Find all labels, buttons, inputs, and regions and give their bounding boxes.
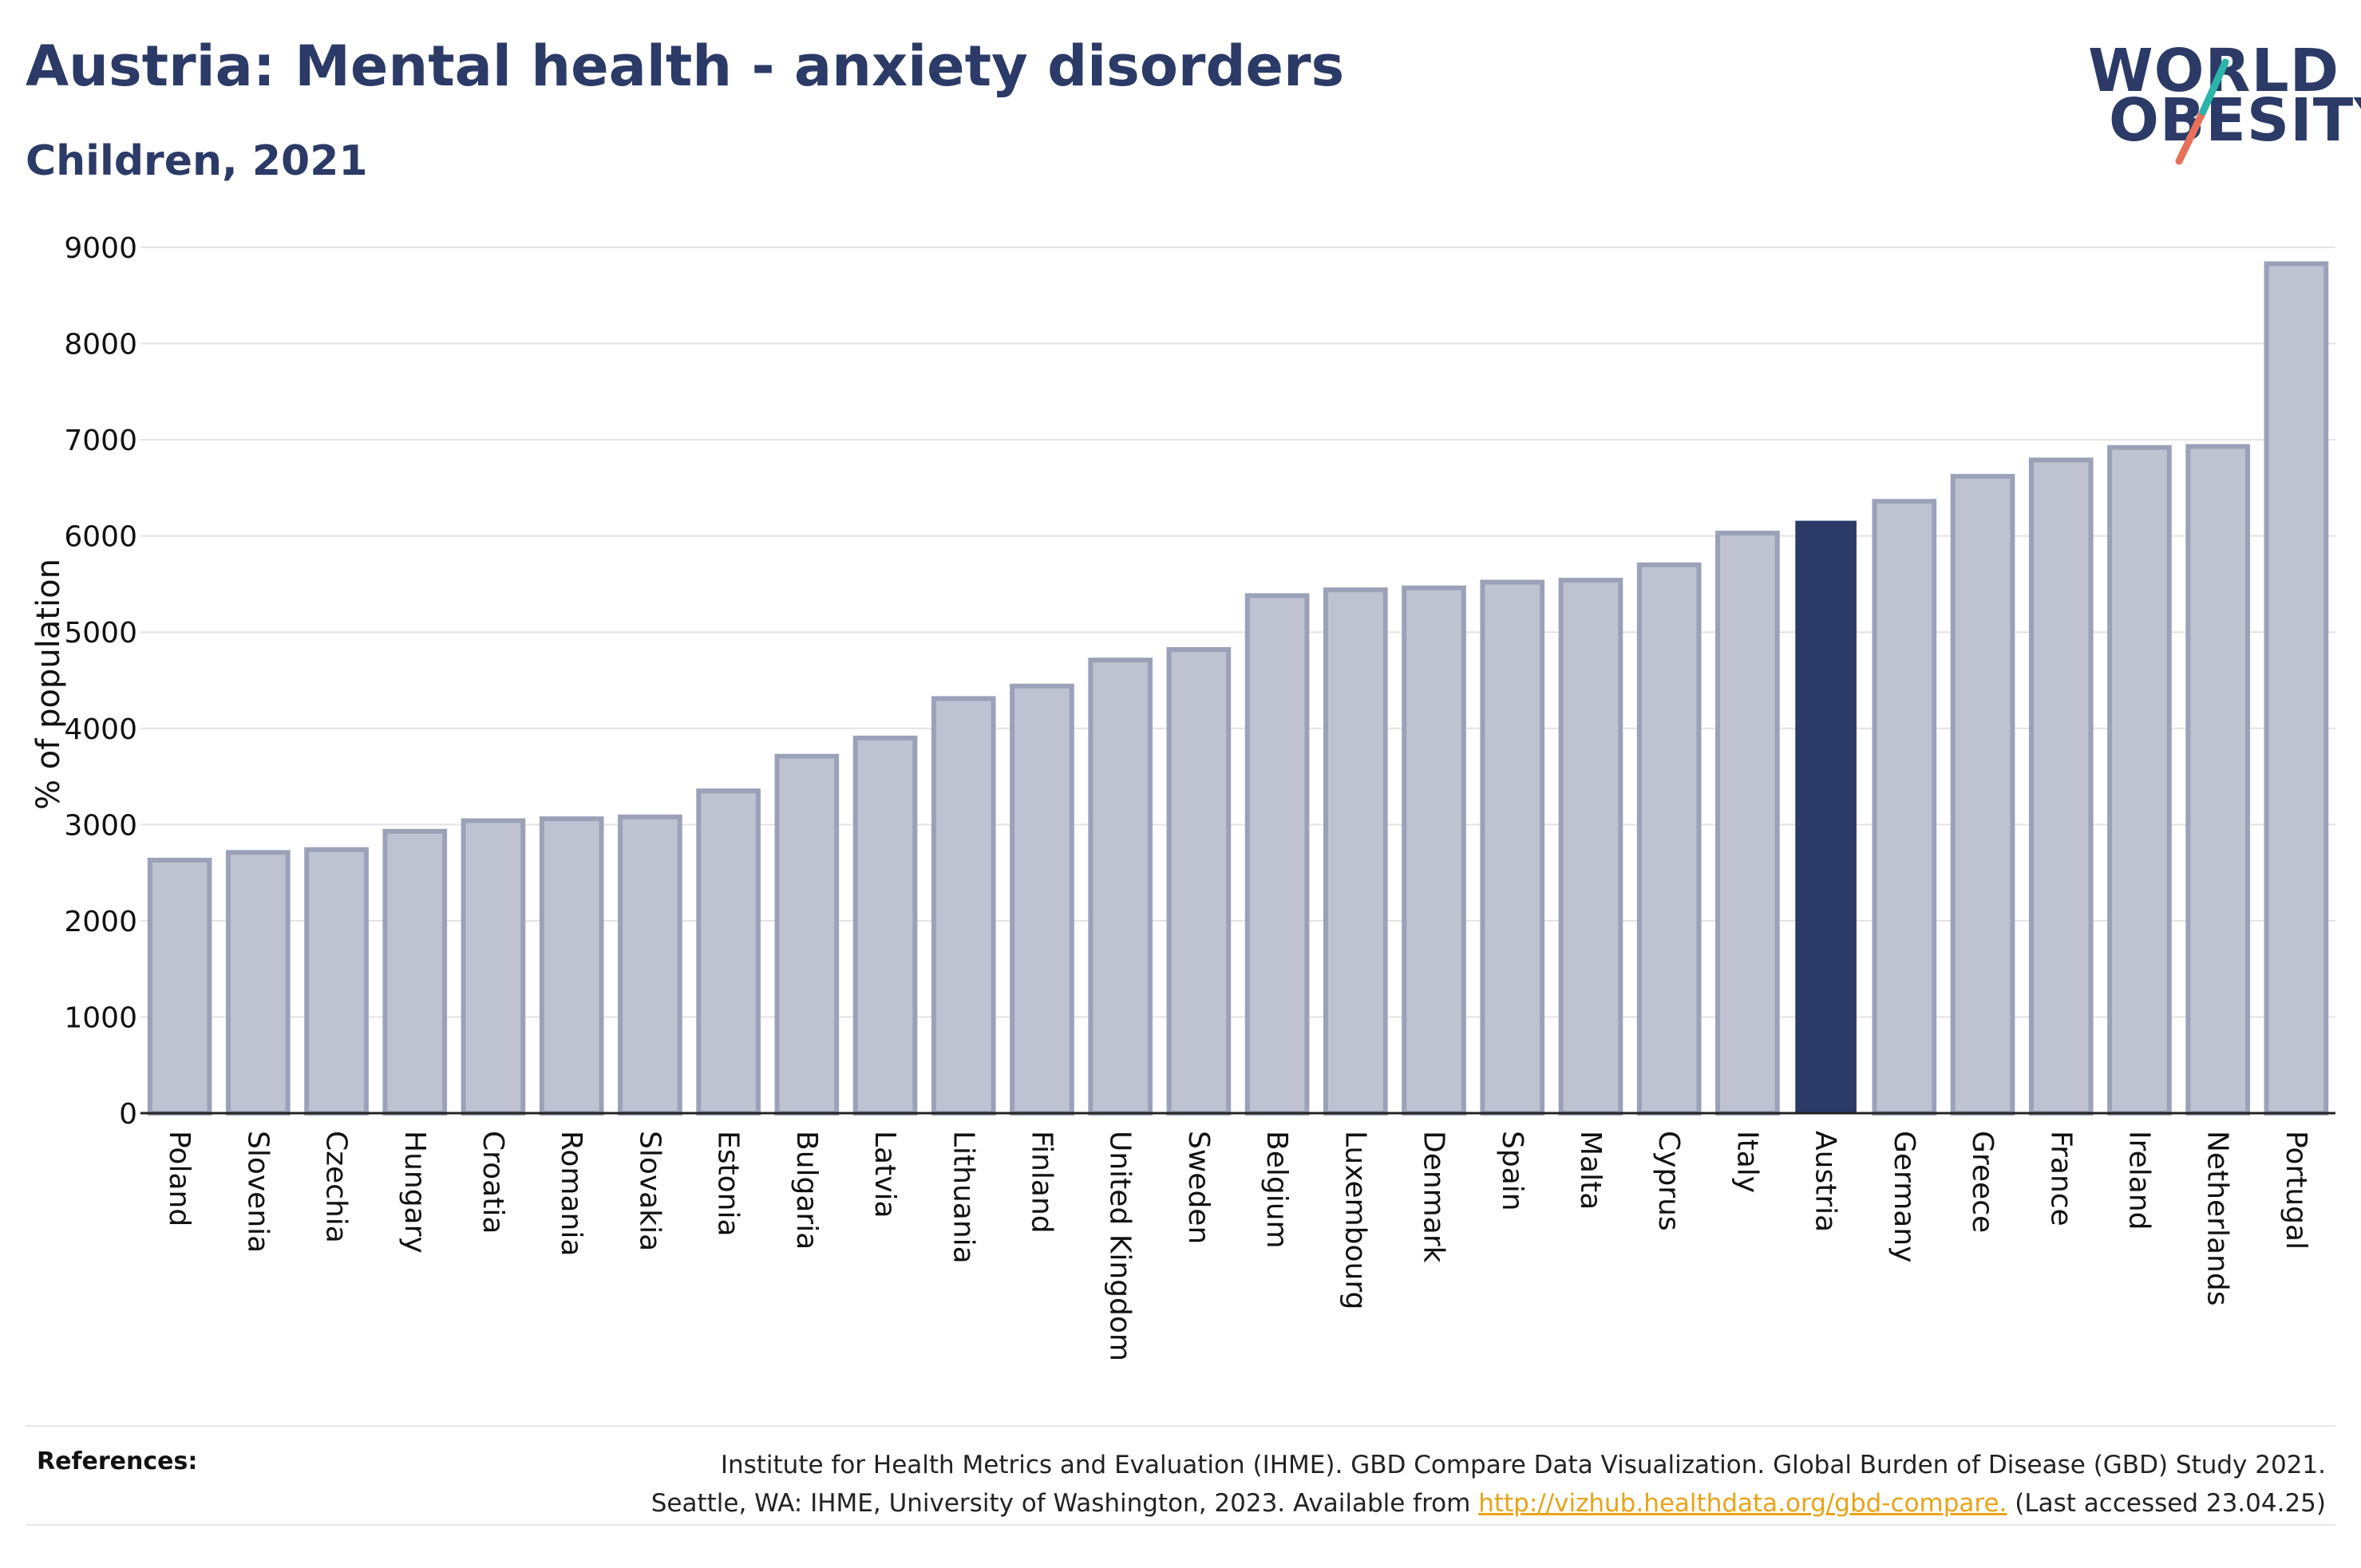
bar [304, 847, 369, 1116]
x-tick-label: Sweden [1182, 1131, 1215, 1244]
x-tick-label: Netherlands [2201, 1131, 2234, 1305]
bar [852, 735, 918, 1116]
x-tick-label: Croatia [477, 1131, 509, 1234]
bar [774, 753, 840, 1116]
reference-line-1: Institute for Health Metrics and Evaluat… [720, 1451, 2326, 1479]
bar [2107, 444, 2172, 1116]
y-tick-label: 9000 [64, 232, 137, 265]
y-tick-label: 4000 [64, 713, 137, 746]
x-tick-label: Germany [1888, 1131, 1920, 1262]
x-tick-label: Greece [1966, 1131, 1999, 1233]
bar [539, 816, 604, 1116]
x-tick-label: Poland [163, 1131, 196, 1226]
x-tick-label: Italy [1730, 1131, 1763, 1193]
x-tick-label: Latvia [868, 1131, 901, 1218]
x-tick-label: Romania [555, 1131, 587, 1256]
bar [1872, 499, 1937, 1116]
y-tick-label: 6000 [64, 521, 137, 554]
bar [1480, 579, 1545, 1116]
bar-highlighted [1795, 520, 1857, 1114]
x-tick-label: Cyprus [1652, 1131, 1685, 1231]
bar [1010, 683, 1074, 1116]
x-tick-label: Bulgaria [790, 1131, 823, 1250]
chart-subtitle: Children, 2021 [26, 137, 368, 185]
y-tick-label: 0 [119, 1098, 137, 1131]
y-axis-label: % of population [30, 559, 67, 810]
x-tick-label: Spain [1496, 1131, 1529, 1211]
bar [2028, 457, 2094, 1116]
bar [1166, 646, 1232, 1116]
x-tick-label: Slovenia [241, 1131, 274, 1253]
reference-line-2-suffix: (Last accessed 23.04.25) [2007, 1489, 2326, 1518]
bar [696, 788, 761, 1116]
bar [2185, 444, 2251, 1116]
bar [1402, 585, 1466, 1116]
bar [2264, 261, 2329, 1116]
bar [1244, 593, 1310, 1116]
x-tick-label: Lithuania [947, 1131, 979, 1264]
x-tick-label: Slovakia [633, 1131, 666, 1251]
x-tick-label: Malta [1574, 1131, 1607, 1210]
x-tick-label: Ireland [2122, 1131, 2155, 1230]
reference-line-2-prefix: Seattle, WA: IHME, University of Washing… [651, 1489, 1479, 1518]
references-bottom-divider [26, 1524, 2335, 1526]
y-tick-label: 3000 [64, 809, 137, 842]
x-tick-label: France [2044, 1131, 2077, 1226]
bar [618, 814, 682, 1116]
bar [382, 828, 448, 1116]
bar [147, 857, 212, 1116]
logo-line-2: OBESITY [2109, 86, 2361, 155]
reference-line-2: Seattle, WA: IHME, University of Washing… [490, 1484, 2326, 1523]
world-obesity-logo: WORLD OBESITY [2075, 32, 2361, 172]
bar [461, 818, 526, 1116]
bar [1950, 473, 2015, 1116]
references-label: References: [37, 1448, 198, 1475]
x-tick-label: Austria [1809, 1131, 1842, 1232]
x-tick-label: Czechia [320, 1131, 353, 1243]
reference-link[interactable]: http://vizhub.healthdata.org/gbd-compare… [1478, 1489, 2007, 1518]
bar [931, 696, 996, 1116]
y-tick-label: 2000 [64, 906, 137, 938]
chart-title: Austria: Mental health - anxiety disorde… [26, 34, 1345, 99]
bar [1323, 587, 1388, 1116]
x-tick-label: Luxembourg [1339, 1131, 1371, 1309]
bar [1088, 658, 1153, 1116]
x-tick-label: United Kingdom [1104, 1131, 1137, 1361]
bar [226, 850, 291, 1116]
references-text: Institute for Health Metrics and Evaluat… [490, 1446, 2326, 1523]
y-tick-label: 5000 [64, 617, 137, 650]
bar [1715, 531, 1780, 1116]
references-top-divider [26, 1425, 2335, 1427]
x-tick-label: Hungary [398, 1131, 431, 1254]
bar [1558, 578, 1623, 1116]
x-tick-label: Portugal [2280, 1131, 2312, 1250]
y-tick-label: 8000 [64, 329, 137, 361]
y-tick-label: 7000 [64, 425, 137, 457]
x-tick-label: Finland [1025, 1131, 1058, 1234]
logo-slash-icon [2175, 58, 2229, 165]
x-tick-label: Estonia [712, 1131, 745, 1237]
x-tick-label: Belgium [1260, 1131, 1293, 1249]
x-tick-label: Denmark [1418, 1131, 1450, 1263]
bar-chart: 0 1000 2000 3000 4000 5000 6000 7000 8000 9000 Pol… [30, 232, 2335, 1361]
bar [1636, 562, 1702, 1116]
y-tick-label: 1000 [64, 1001, 137, 1034]
